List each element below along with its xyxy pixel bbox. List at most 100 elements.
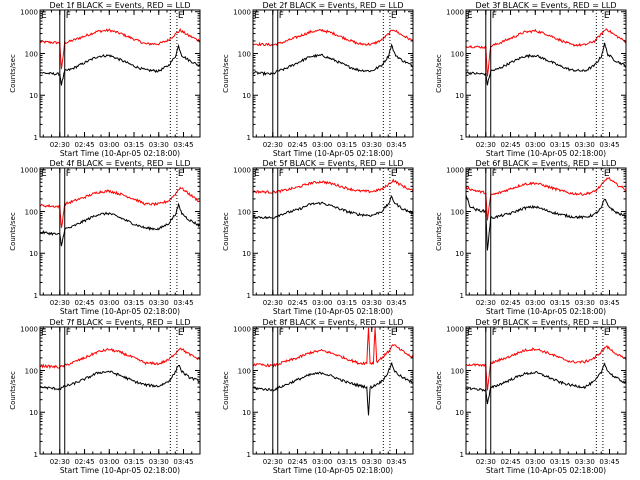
panel-title: Det 1f BLACK = Events, RED = LLD (49, 1, 190, 10)
marker-label: F (492, 169, 497, 179)
x-tick-label: 02:45 (500, 141, 520, 149)
marker-label: E (41, 11, 47, 21)
y-tick-label: 100 (238, 208, 251, 216)
events-series-line (253, 195, 413, 220)
y-tick-label: 1 (460, 292, 464, 300)
panel-title: Det 7f BLACK = Events, RED = LLD (49, 318, 190, 327)
y-axis-label: Counts/sec (9, 212, 17, 251)
y-tick-label: 1000 (446, 9, 464, 17)
x-tick-label: 03:30 (149, 299, 169, 307)
y-tick-label: 10 (29, 92, 38, 100)
marker-label: E (467, 169, 473, 179)
lld-series-line (253, 327, 413, 368)
events-series-line (40, 202, 200, 247)
events-series-line (253, 43, 413, 77)
x-tick-label: 03:00 (99, 458, 119, 466)
y-tick-label: 1 (247, 134, 251, 142)
y-axis-label: Counts/sec (222, 54, 230, 93)
marker-label: E (604, 328, 610, 338)
x-tick-label: 03:45 (173, 458, 193, 466)
x-tick-label: 03:30 (575, 458, 595, 466)
plot-frame (39, 167, 201, 296)
x-tick-label: 03:00 (525, 299, 545, 307)
x-tick-label: 03:45 (173, 141, 193, 149)
marker-label: E (41, 169, 47, 179)
plot-frame (465, 326, 627, 455)
traces (466, 177, 626, 251)
y-tick-label: 10 (29, 409, 38, 417)
lld-series-line (253, 28, 413, 47)
y-tick-label: 100 (25, 50, 38, 58)
x-tick-label: 03:15 (337, 141, 357, 149)
x-tick-label: 02:30 (476, 458, 496, 466)
x-axis-label: Start Time (10-Apr-05 02:18:00) (486, 307, 606, 316)
panel-title: Det 9f BLACK = Events, RED = LLD (475, 318, 616, 327)
y-tick-label: 10 (242, 92, 251, 100)
traces (40, 27, 200, 86)
panel-title: Det 2f BLACK = Events, RED = LLD (262, 1, 403, 10)
x-tick-label: 03:15 (124, 299, 144, 307)
x-tick-label: 02:45 (287, 141, 307, 149)
panel-title: Det 6f BLACK = Events, RED = LLD (475, 159, 616, 168)
x-tick-label: 03:30 (575, 141, 595, 149)
marker-label: F (279, 11, 284, 21)
x-tick-label: 03:30 (362, 458, 382, 466)
y-axis-label: Counts/sec (435, 212, 443, 251)
x-tick-label: 03:15 (550, 299, 570, 307)
y-tick-label: 100 (451, 50, 464, 58)
traces (253, 28, 413, 77)
plot-frame (252, 9, 414, 138)
marker-label: E (391, 328, 397, 338)
x-tick-label: 03:15 (337, 299, 357, 307)
x-tick-label: 02:30 (50, 141, 70, 149)
x-tick-label: 03:45 (386, 299, 406, 307)
x-tick-label: 03:00 (525, 458, 545, 466)
y-tick-label: 10 (455, 92, 464, 100)
y-axis-label: Counts/sec (222, 371, 230, 410)
x-tick-label: 02:45 (287, 299, 307, 307)
y-tick-label: 100 (238, 367, 251, 375)
x-axis-label: Start Time (10-Apr-05 02:18:00) (486, 149, 606, 158)
y-tick-label: 1 (34, 134, 38, 142)
marker-label: E (254, 169, 260, 179)
events-series-line (466, 42, 626, 86)
marker-label: E (467, 328, 473, 338)
events-series-line (40, 43, 200, 86)
y-axis-label: Counts/sec (435, 54, 443, 93)
lld-series-line (253, 178, 413, 195)
marker-label: E (254, 328, 260, 338)
marker-label: E (604, 169, 610, 179)
x-axis-label: Start Time (10-Apr-05 02:18:00) (273, 149, 393, 158)
y-tick-label: 1 (460, 134, 464, 142)
x-tick-label: 03:00 (525, 141, 545, 149)
x-tick-label: 03:30 (149, 458, 169, 466)
y-axis-label: Counts/sec (9, 54, 17, 93)
marker-label: E (467, 11, 473, 21)
x-axis-label: Start Time (10-Apr-05 02:18:00) (486, 466, 606, 475)
events-series-line (466, 362, 626, 405)
traces (40, 347, 200, 391)
panel-title: Det 4f BLACK = Events, RED = LLD (49, 159, 190, 168)
marker-label: E (391, 11, 397, 21)
traces (253, 327, 413, 416)
x-tick-label: 02:45 (74, 141, 94, 149)
y-tick-label: 10 (455, 250, 464, 258)
traces (466, 344, 626, 405)
plot-frame (465, 9, 627, 138)
y-tick-label: 1000 (446, 326, 464, 334)
y-axis-label: Counts/sec (222, 212, 230, 251)
y-tick-label: 1 (34, 451, 38, 459)
y-tick-label: 10 (29, 250, 38, 258)
y-tick-label: 1000 (20, 326, 38, 334)
y-tick-label: 1000 (233, 326, 251, 334)
y-tick-label: 1000 (233, 167, 251, 175)
lld-series-line (466, 344, 626, 391)
x-tick-label: 03:00 (312, 458, 332, 466)
y-tick-label: 10 (242, 250, 251, 258)
y-tick-label: 1 (247, 292, 251, 300)
x-tick-label: 02:30 (263, 299, 283, 307)
